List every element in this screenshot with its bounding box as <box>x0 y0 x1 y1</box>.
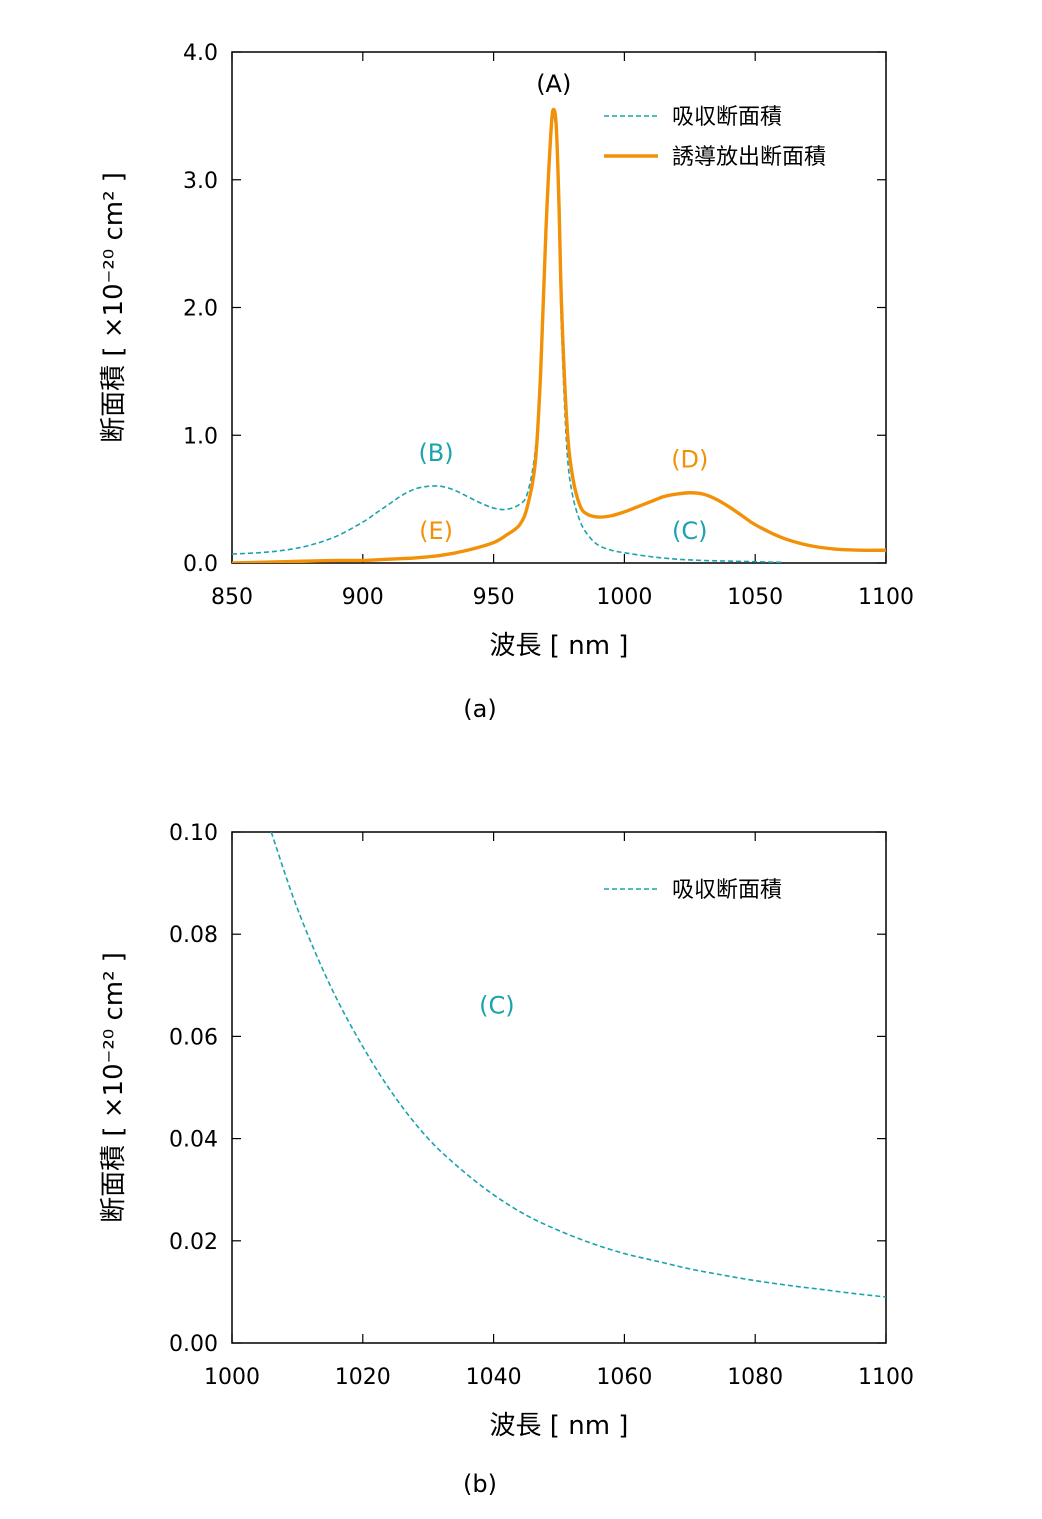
annotation-label: (B) <box>418 439 453 467</box>
x-tick-label: 1060 <box>596 1365 652 1390</box>
plot-area <box>232 107 886 563</box>
annotation-label: (C) <box>672 517 707 545</box>
y-tick-label: 2.0 <box>183 297 218 322</box>
y-tick-label: 0.04 <box>169 1128 218 1153</box>
chart-b: 1000 1020 1040 1060 1080 1100 0.00 0.02 0.04 0.06… <box>99 821 914 1498</box>
annotation-label: (D) <box>671 446 708 474</box>
annotation-label: (C) <box>479 992 514 1020</box>
y-tick-label: 0.10 <box>169 821 218 846</box>
absorption-line <box>232 114 782 563</box>
y-tick-label: 0.02 <box>169 1230 218 1255</box>
chart-caption: (b) <box>463 1470 497 1498</box>
y-axis-label: 断面積 [ ×10⁻²⁰ cm² ] <box>99 172 129 443</box>
x-tick-label: 1050 <box>727 585 783 610</box>
plot-frame <box>231 51 887 564</box>
y-tick-label: 0.0 <box>183 552 218 577</box>
x-tick-label: 950 <box>473 585 515 610</box>
x-tick-label: 850 <box>211 585 253 610</box>
chart-caption: (a) <box>463 695 496 723</box>
absorption-line <box>270 832 886 1298</box>
legend-label: 吸収断面積 <box>672 105 782 130</box>
y-tick-label: 0.06 <box>169 1025 218 1050</box>
plot-area <box>270 832 886 1298</box>
legend-label: 誘導放出断面積 <box>672 145 826 170</box>
annotation-label: (E) <box>419 517 453 545</box>
y-tick-label: 4.0 <box>183 41 218 66</box>
plot-frame <box>231 831 887 1344</box>
emission-line <box>232 107 886 563</box>
x-tick-label: 1000 <box>596 585 652 610</box>
y-tick-label: 1.0 <box>183 424 218 449</box>
x-tick-label: 1040 <box>466 1365 522 1390</box>
x-tick-label: 900 <box>342 585 384 610</box>
x-tick-label: 1100 <box>858 1365 914 1390</box>
x-axis-label: 波長 [ nm ] <box>490 631 629 661</box>
annotation-label: (A) <box>536 70 571 98</box>
x-tick-label: 1100 <box>858 585 914 610</box>
y-tick-label: 0.00 <box>169 1332 218 1357</box>
x-tick-label: 1020 <box>335 1365 391 1390</box>
y-tick-label: 0.08 <box>169 923 218 948</box>
x-axis-label: 波長 [ nm ] <box>490 1411 629 1441</box>
y-tick-label: 3.0 <box>183 169 218 194</box>
chart-a: 850 900 950 1000 1050 1100 0.0 1.0 2.0 3.0 4.0 波長 [… <box>99 41 914 723</box>
legend-label: 吸収断面積 <box>672 878 782 903</box>
x-tick-label: 1080 <box>727 1365 783 1390</box>
x-tick-label: 1000 <box>204 1365 260 1390</box>
y-axis-label: 断面積 [ ×10⁻²⁰ cm² ] <box>99 952 129 1223</box>
